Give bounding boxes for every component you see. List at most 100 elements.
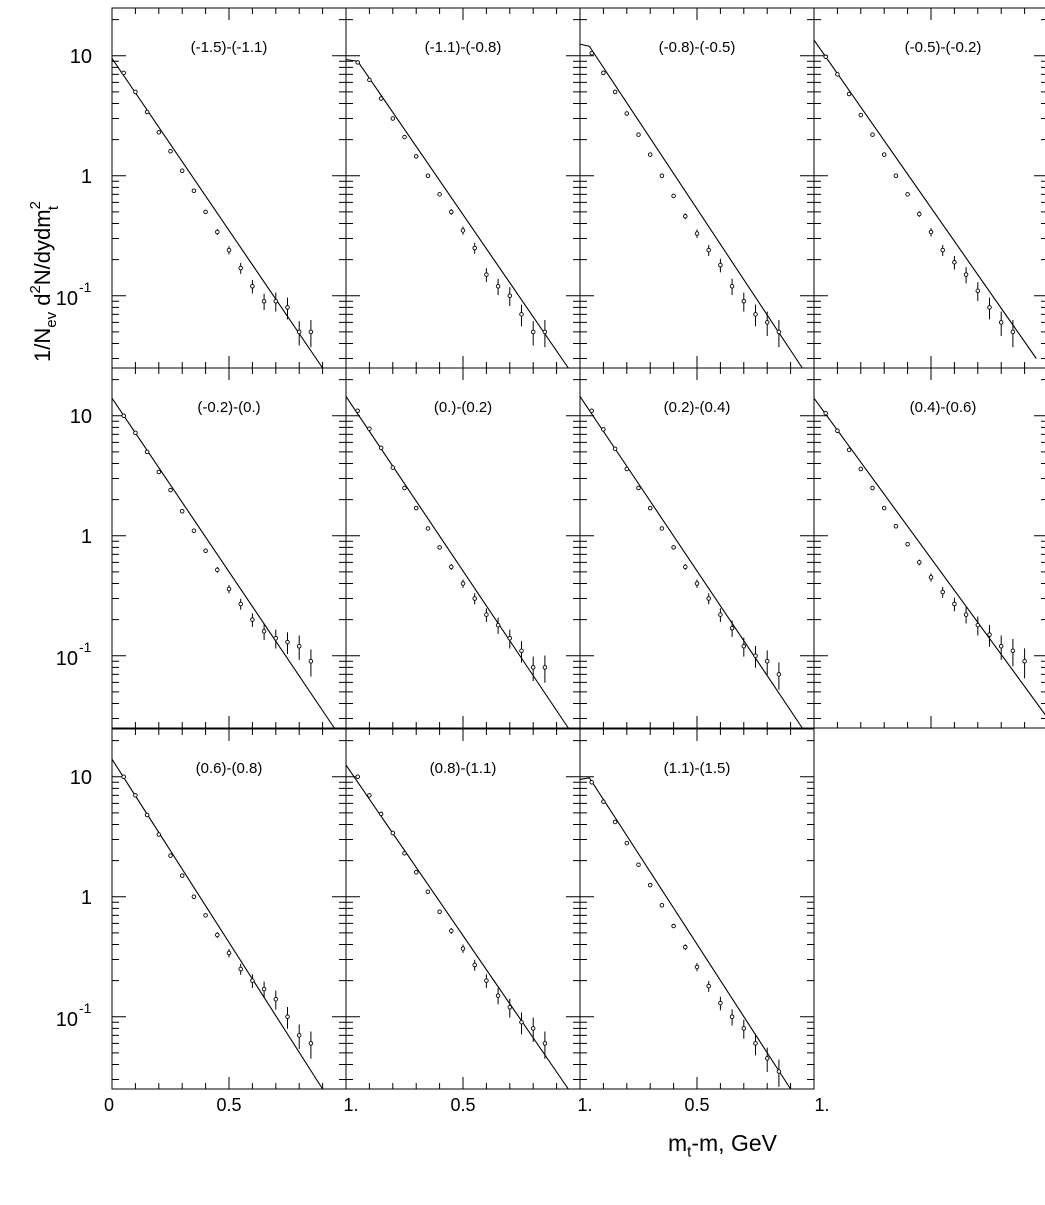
data-point — [495, 284, 501, 289]
data-point — [998, 320, 1004, 325]
data-point — [823, 54, 828, 60]
data-point — [835, 428, 840, 433]
data-point — [261, 629, 267, 634]
data-point — [846, 91, 852, 97]
data-point — [683, 213, 688, 219]
data-point — [413, 154, 419, 159]
data-point — [425, 173, 431, 179]
data-point — [589, 50, 594, 56]
data-point — [542, 665, 548, 670]
data-point — [542, 1041, 548, 1046]
data-point — [647, 505, 653, 511]
data-point — [367, 793, 372, 798]
data-point — [144, 109, 150, 115]
panel-frame — [579, 7, 815, 369]
data-point — [261, 298, 267, 304]
data-point — [238, 265, 243, 271]
panel: (-0.2)-(0.) — [111, 367, 347, 729]
data-point — [226, 247, 232, 253]
data-point — [952, 601, 957, 607]
data-point — [273, 298, 279, 304]
data-point — [378, 445, 384, 451]
data-point — [238, 601, 243, 607]
data-point — [355, 774, 360, 780]
data-point — [870, 132, 875, 137]
data-point — [133, 793, 138, 798]
y-tick-label-1: 1 — [81, 526, 92, 548]
data-point — [437, 909, 442, 914]
panel-title: (-0.5)-(-0.2) — [905, 39, 982, 56]
panel: (1.1)-(1.5) — [579, 728, 815, 1090]
data-point — [484, 978, 489, 983]
data-point — [484, 272, 489, 277]
data-point — [905, 192, 910, 197]
data-point — [168, 487, 173, 493]
fit-line — [579, 396, 803, 729]
panel-title: (0.6)-(0.8) — [196, 760, 263, 777]
data-point — [940, 589, 945, 595]
panel-title: (1.1)-(1.5) — [664, 760, 731, 777]
data-point — [203, 913, 208, 918]
panel-title: (-0.2)-(0.) — [197, 399, 260, 416]
data-point — [893, 524, 899, 529]
data-point — [507, 635, 513, 641]
data-point — [706, 983, 711, 989]
data-point — [612, 446, 618, 452]
data-point — [659, 526, 665, 531]
data-point — [507, 1005, 513, 1010]
data-point — [706, 596, 711, 601]
y-tick-label-10: 10 — [70, 46, 92, 68]
data-point — [156, 832, 162, 837]
data-point — [917, 560, 922, 565]
panel-frame — [813, 367, 1045, 729]
data-point — [858, 466, 864, 472]
data-point — [612, 819, 618, 825]
data-point — [191, 528, 197, 534]
data-point — [694, 581, 700, 586]
y-tick-label-tenth: 10 — [56, 288, 78, 310]
data-point — [589, 779, 594, 785]
data-point — [612, 89, 618, 95]
data-point — [647, 152, 653, 157]
data-point — [928, 575, 934, 580]
data-point — [133, 430, 138, 436]
fit-line — [345, 396, 569, 729]
panel-frame — [111, 7, 347, 369]
data-point — [846, 447, 852, 453]
data-point — [179, 509, 185, 514]
data-point — [975, 288, 981, 294]
data-point — [472, 962, 477, 968]
x-tick-label: 1. — [343, 1095, 358, 1115]
data-point — [226, 586, 232, 592]
data-point — [893, 173, 899, 179]
fit-line — [579, 777, 792, 1090]
fit-line — [111, 397, 335, 729]
data-point — [449, 564, 454, 570]
data-point — [764, 1056, 770, 1061]
data-point — [753, 312, 758, 317]
data-point — [671, 545, 676, 550]
data-point — [402, 851, 407, 856]
fit-line — [579, 43, 803, 369]
data-point — [776, 1069, 782, 1074]
data-point — [636, 485, 641, 491]
data-point — [601, 799, 606, 804]
data-point — [963, 612, 969, 617]
y-tick-label-tenth-exp: -1 — [79, 279, 92, 295]
panel-frame — [579, 728, 815, 1090]
data-point — [144, 812, 150, 818]
data-point — [530, 1026, 536, 1031]
data-point — [1022, 658, 1027, 664]
data-point — [285, 305, 290, 310]
fit-line — [813, 39, 1037, 359]
panel: (0.4)-(0.6) — [813, 367, 1045, 729]
x-tick-label: 0.5 — [684, 1095, 709, 1115]
data-point — [273, 996, 279, 1002]
x-tick-label: 0 — [104, 1095, 114, 1115]
data-point — [133, 89, 138, 95]
data-point — [729, 625, 735, 631]
data-point — [601, 70, 606, 76]
y-tick-label-tenth-exp: -1 — [79, 639, 92, 655]
data-point — [308, 658, 314, 664]
